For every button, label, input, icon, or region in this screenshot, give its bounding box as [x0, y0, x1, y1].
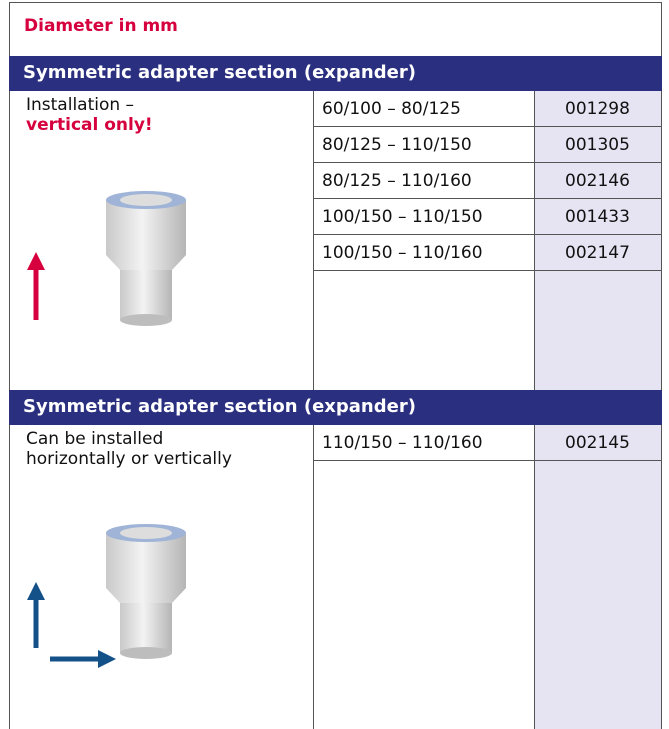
size-cell: 100/150 – 110/150: [313, 199, 534, 235]
code-cell: 002146: [534, 163, 661, 199]
adapter-2: [27, 524, 186, 668]
code-cell: 001433: [534, 199, 661, 235]
size-cell: 80/125 – 110/150: [313, 127, 534, 163]
description: horizontally or vertically: [26, 449, 232, 469]
size-cell: 80/125 – 110/160: [313, 163, 534, 199]
code-cell: 002147: [534, 235, 661, 271]
description: vertical only!: [26, 115, 153, 135]
size-cell: 110/150 – 110/160: [313, 425, 534, 461]
header-title: Diameter in mm: [24, 16, 178, 36]
description: Installation –: [26, 95, 135, 115]
size-cell: 60/100 – 80/125: [313, 91, 534, 127]
adapter-1: [27, 191, 186, 326]
code-cell: 001298: [534, 91, 661, 127]
code-cell: 002145: [534, 425, 661, 461]
code-column-bg: [534, 425, 661, 729]
code-cell: 001305: [534, 127, 661, 163]
size-column-line: [313, 91, 314, 390]
section-title: Symmetric adapter section (expander): [9, 390, 662, 425]
description: Can be installed: [26, 429, 164, 449]
section-title: Symmetric adapter section (expander): [9, 56, 662, 91]
frame: [9, 2, 662, 729]
size-column-line: [313, 425, 314, 729]
code-column-bg: [534, 91, 661, 390]
size-cell: 100/150 – 110/160: [313, 235, 534, 271]
